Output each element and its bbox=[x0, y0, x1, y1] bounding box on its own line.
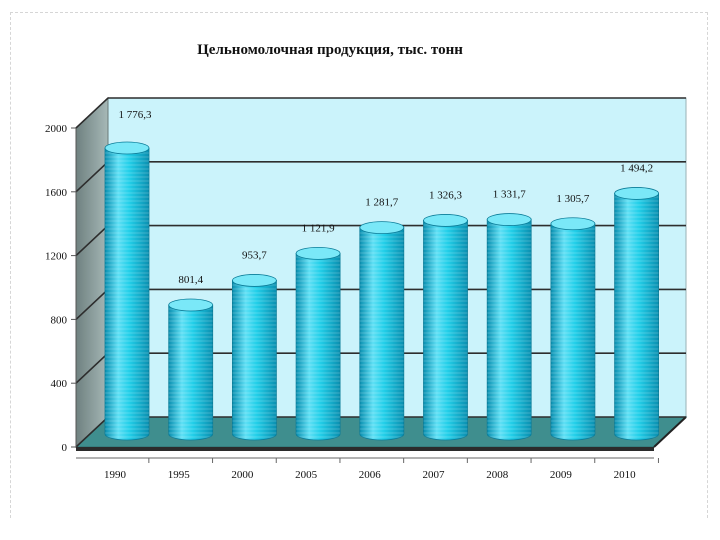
bar-2010 bbox=[614, 187, 659, 441]
bar-2009 bbox=[550, 217, 596, 441]
bar-texture bbox=[232, 280, 277, 440]
bar-2005 bbox=[295, 246, 341, 441]
y-axis: 0 400 800 1200 1600 2000 bbox=[45, 123, 77, 454]
x-tick-label: 1995 bbox=[168, 469, 191, 481]
bar-2006 bbox=[359, 221, 405, 441]
x-axis: 1990 1995 2000 2005 2006 2007 2008 2009 2010 bbox=[76, 457, 659, 481]
y-tick-label: 2000 bbox=[45, 123, 68, 135]
bar-top bbox=[295, 246, 341, 260]
floor-edge bbox=[76, 447, 654, 451]
bar-value-label: 1 331,7 bbox=[493, 189, 527, 201]
side-wall bbox=[75, 96, 109, 449]
bar-top bbox=[231, 274, 277, 287]
bar-top bbox=[168, 298, 214, 312]
bar-texture bbox=[168, 304, 213, 440]
bar-texture bbox=[550, 223, 595, 440]
bar-value-label: 953,7 bbox=[242, 249, 267, 261]
x-tick-label: 2008 bbox=[486, 469, 509, 481]
bar-value-label: 1 326,3 bbox=[429, 189, 463, 201]
bar-value-label: 1 281,7 bbox=[365, 197, 399, 209]
bar-value-label: 801,4 bbox=[178, 274, 203, 286]
bar-top bbox=[486, 213, 532, 226]
bars: 1 776,3 801,4 953,7 1 121,9 1 281,7 1 326,3 1 … bbox=[104, 109, 659, 441]
bar-value-label: 1 494,2 bbox=[620, 162, 653, 174]
y-tick-label: 1600 bbox=[45, 187, 68, 199]
gridline bbox=[75, 97, 686, 129]
x-tick-label: 2007 bbox=[423, 469, 446, 481]
x-tick-label: 2009 bbox=[550, 469, 573, 481]
bar-texture bbox=[487, 219, 532, 440]
bar-texture bbox=[614, 193, 659, 440]
bar-1990 bbox=[104, 141, 150, 441]
x-tick-label: 2005 bbox=[295, 469, 318, 481]
bar-value-label: 1 305,7 bbox=[556, 193, 590, 205]
bar-1995 bbox=[168, 298, 214, 441]
x-tick-label: 2006 bbox=[359, 469, 382, 481]
y-tick-label: 400 bbox=[51, 378, 68, 390]
bar-top bbox=[423, 214, 468, 227]
bar-value-label: 1 121,9 bbox=[302, 222, 336, 234]
y-tick-label: 1200 bbox=[45, 251, 68, 263]
bar-top bbox=[550, 217, 596, 231]
bar-texture bbox=[105, 148, 149, 440]
bar-2008 bbox=[486, 213, 532, 441]
bar-texture bbox=[359, 227, 404, 440]
bar-top bbox=[359, 221, 405, 235]
bar-2007 bbox=[423, 214, 468, 441]
y-tick-label: 0 bbox=[62, 442, 68, 454]
floor-right-edge bbox=[653, 416, 687, 448]
bar-texture bbox=[423, 220, 468, 440]
y-tick-label: 800 bbox=[51, 314, 68, 326]
bar-top bbox=[104, 141, 150, 155]
bar-value-label: 1 776,3 bbox=[119, 109, 153, 121]
chart-title: Цельномолочная продукция, тыс. тонн bbox=[197, 42, 463, 58]
x-tick-label: 2010 bbox=[614, 469, 637, 481]
bar-2000 bbox=[231, 274, 277, 441]
bar-texture bbox=[296, 253, 341, 440]
x-tick-label: 2000 bbox=[231, 469, 254, 481]
x-tick-label: 1990 bbox=[104, 469, 127, 481]
chart-frame bbox=[10, 12, 708, 518]
bar-top bbox=[614, 187, 659, 200]
